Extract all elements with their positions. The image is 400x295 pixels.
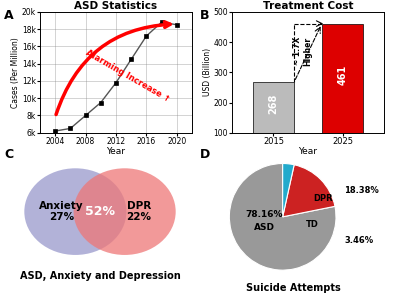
Ellipse shape (74, 168, 176, 255)
Text: 78.16%: 78.16% (245, 210, 283, 219)
Wedge shape (283, 163, 294, 217)
Text: DPR: DPR (313, 194, 332, 203)
Bar (322, 24, 363, 163)
Text: Alarming Increase ↑: Alarming Increase ↑ (84, 49, 171, 104)
Text: 3.46%: 3.46% (344, 236, 373, 245)
Bar (253, 82, 294, 163)
Text: Suicide Attempts: Suicide Attempts (246, 283, 341, 294)
Wedge shape (283, 165, 335, 217)
Text: DPR
22%: DPR 22% (126, 201, 151, 222)
Ellipse shape (24, 168, 126, 255)
Text: 268: 268 (268, 94, 278, 114)
Text: ~ 1.7X
Higher: ~ 1.7X Higher (293, 37, 312, 66)
Text: 461: 461 (338, 65, 348, 86)
Wedge shape (229, 163, 336, 270)
Text: TD: TD (306, 220, 318, 229)
Text: Anxiety
27%: Anxiety 27% (39, 201, 84, 222)
Y-axis label: Cases (Per Million): Cases (Per Million) (11, 37, 20, 108)
Text: C: C (4, 148, 13, 160)
Y-axis label: USD (Billion): USD (Billion) (203, 48, 212, 96)
X-axis label: Year: Year (298, 147, 318, 156)
Title: Treatment Cost: Treatment Cost (263, 1, 353, 11)
Text: D: D (200, 148, 210, 160)
X-axis label: Year: Year (106, 147, 126, 156)
Text: B: B (200, 9, 210, 22)
Title: ASD Statistics: ASD Statistics (74, 1, 158, 11)
Text: ASD: ASD (254, 223, 274, 232)
Text: 52%: 52% (85, 205, 115, 218)
Text: 18.38%: 18.38% (344, 186, 379, 195)
Text: ASD, Anxiety and Depression: ASD, Anxiety and Depression (20, 271, 180, 281)
Text: A: A (4, 9, 14, 22)
